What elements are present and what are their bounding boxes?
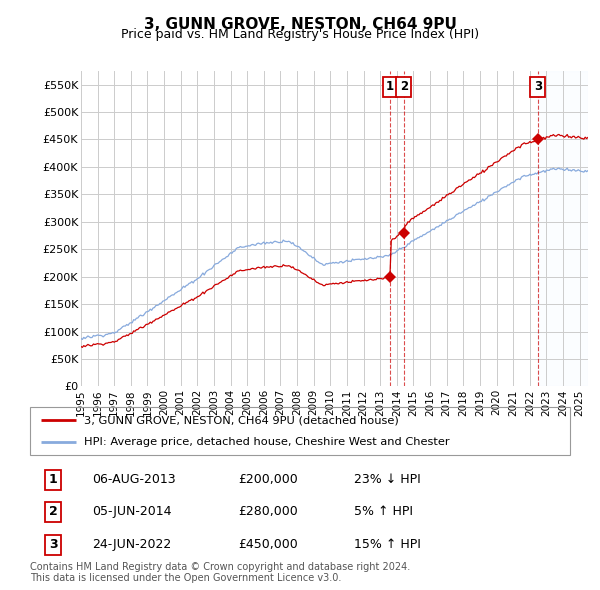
Text: 2: 2 (49, 505, 58, 518)
Text: £280,000: £280,000 (238, 505, 298, 518)
Text: 06-AUG-2013: 06-AUG-2013 (92, 473, 176, 486)
Text: 1: 1 (386, 80, 394, 93)
Text: Price paid vs. HM Land Registry's House Price Index (HPI): Price paid vs. HM Land Registry's House … (121, 28, 479, 41)
Text: 3: 3 (534, 80, 542, 93)
Text: 1: 1 (49, 473, 58, 486)
Text: Contains HM Land Registry data © Crown copyright and database right 2024.
This d: Contains HM Land Registry data © Crown c… (30, 562, 410, 584)
Text: 3, GUNN GROVE, NESTON, CH64 9PU (detached house): 3, GUNN GROVE, NESTON, CH64 9PU (detache… (84, 415, 399, 425)
Text: 23% ↓ HPI: 23% ↓ HPI (354, 473, 421, 486)
Text: £450,000: £450,000 (238, 539, 298, 552)
Text: 5% ↑ HPI: 5% ↑ HPI (354, 505, 413, 518)
Text: 3: 3 (49, 539, 58, 552)
Text: £200,000: £200,000 (238, 473, 298, 486)
Text: 05-JUN-2014: 05-JUN-2014 (92, 505, 172, 518)
Text: HPI: Average price, detached house, Cheshire West and Chester: HPI: Average price, detached house, Ches… (84, 437, 449, 447)
Bar (538, 71, 588, 386)
Text: 15% ↑ HPI: 15% ↑ HPI (354, 539, 421, 552)
Text: 2: 2 (400, 80, 408, 93)
Text: 24-JUN-2022: 24-JUN-2022 (92, 539, 172, 552)
Text: 3, GUNN GROVE, NESTON, CH64 9PU: 3, GUNN GROVE, NESTON, CH64 9PU (143, 17, 457, 31)
